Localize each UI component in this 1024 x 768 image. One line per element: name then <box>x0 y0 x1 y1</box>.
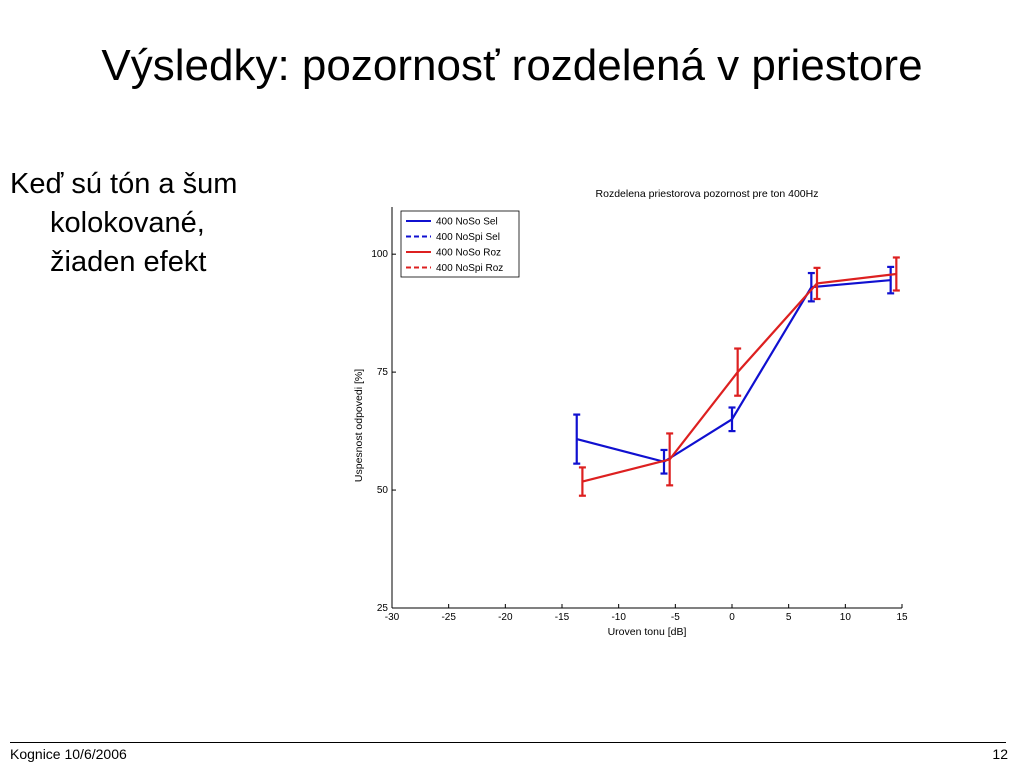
chart-title: Rozdelena priestorova pozornost pre ton … <box>596 188 819 200</box>
page-number: 12 <box>992 746 1008 762</box>
y-tick-label: 50 <box>377 485 389 496</box>
slide-title: Výsledky: pozornosť rozdelená v priestor… <box>101 41 923 90</box>
chart-container: Rozdelena priestorova pozornost pre ton … <box>340 180 930 650</box>
x-tick-label: -30 <box>385 612 400 623</box>
line-chart: Rozdelena priestorova pozornost pre ton … <box>353 188 908 638</box>
y-tick-label: 25 <box>377 603 389 614</box>
x-tick-label: 0 <box>729 612 735 623</box>
x-tick-label: 5 <box>786 612 792 623</box>
x-tick-label: -5 <box>671 612 680 623</box>
bullet-line-3: žiaden efekt <box>50 246 207 278</box>
bullet-line-2: kolokované, <box>50 207 205 239</box>
x-tick-label: 10 <box>840 612 852 623</box>
y-tick-label: 100 <box>371 249 388 260</box>
x-tick-label: -15 <box>555 612 570 623</box>
footer-date: Kognice 10/6/2006 <box>10 746 127 762</box>
bullet-line-1: Keď sú tón a šum <box>10 168 238 200</box>
y-tick-label: 75 <box>377 367 389 378</box>
x-axis-label: Uroven tonu [dB] <box>608 626 687 638</box>
series-line <box>576 279 891 463</box>
footer-divider <box>10 742 1006 743</box>
legend-label: 400 NoSpi Roz <box>436 263 503 274</box>
legend-label: 400 NoSpi Sel <box>436 232 500 243</box>
bullet-text: Keď sú tón a šum kolokované, žiaden efek… <box>10 165 310 282</box>
legend-label: 400 NoSo Roz <box>436 248 501 259</box>
y-axis-label: Uspesnost odpovedi [%] <box>353 369 365 482</box>
x-tick-label: -20 <box>498 612 513 623</box>
series-line <box>582 272 897 483</box>
x-tick-label: -25 <box>441 612 456 623</box>
x-tick-label: 15 <box>896 612 908 623</box>
x-tick-label: -10 <box>611 612 626 623</box>
legend-label: 400 NoSo Sel <box>436 217 498 228</box>
